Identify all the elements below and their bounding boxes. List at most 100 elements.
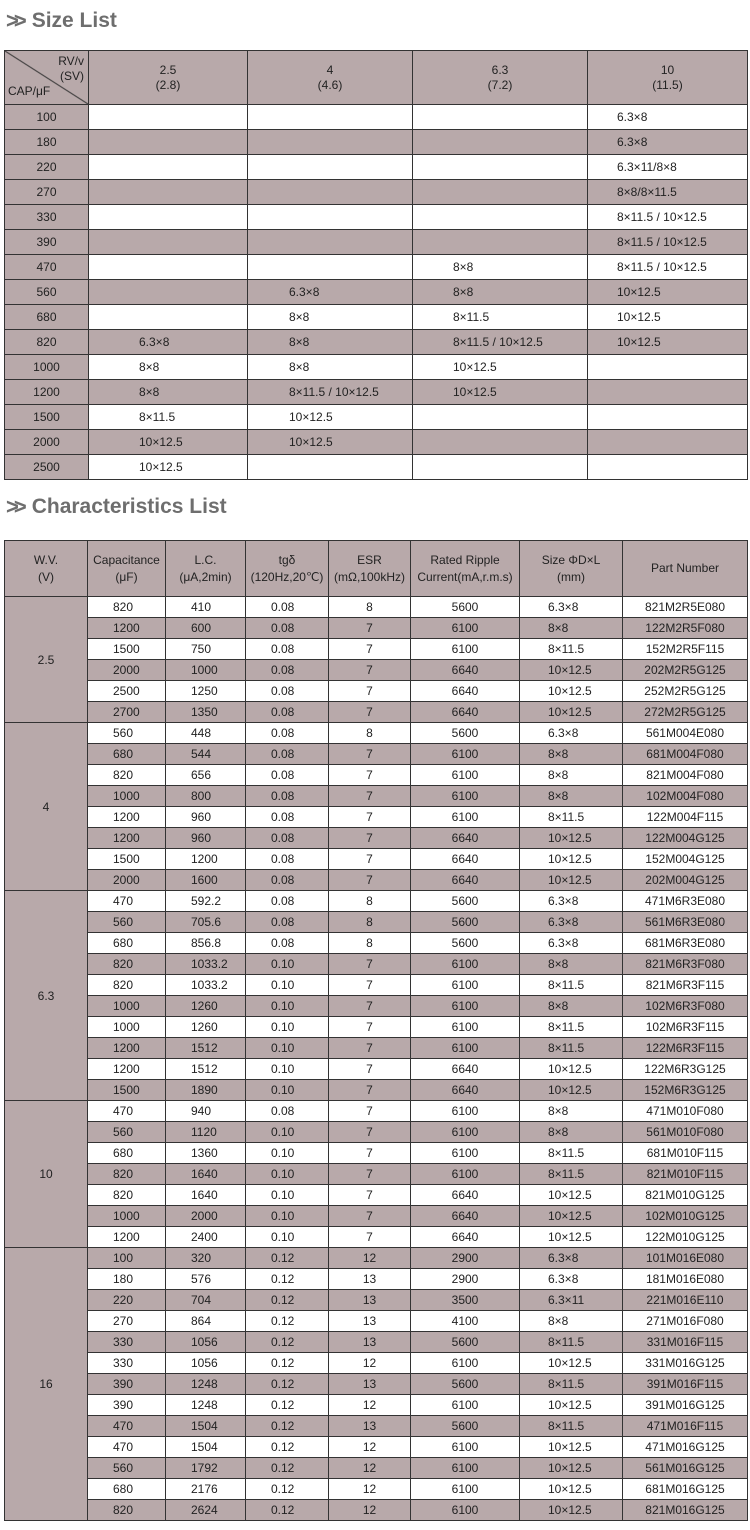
size-cell bbox=[247, 204, 413, 230]
header-line-2: (mΩ,100kHz) bbox=[334, 569, 405, 584]
size-cell bbox=[412, 454, 588, 480]
size-cell: 8×11.5 bbox=[88, 404, 248, 430]
value-cell: 5600 bbox=[410, 1415, 520, 1437]
value-cell: 7 bbox=[328, 617, 411, 639]
characteristics-row: 2500 1250 0.08 7 6640 10×12.5 252M2R5G125 bbox=[5, 680, 748, 702]
value-cell: 820 bbox=[87, 1163, 166, 1185]
header-line-1: Capacitance bbox=[93, 552, 160, 567]
value-cell: 0.08 bbox=[245, 596, 329, 618]
size-list-table: RV/v (SV) CAP/μF 2.5 (2.8) 4 (4.6) 6.3 (7.2) 10… bbox=[4, 50, 748, 480]
value-cell: 8×11.5 bbox=[519, 1331, 623, 1353]
value-cell: 0.08 bbox=[245, 638, 329, 660]
value-cell: 681M010F115 bbox=[622, 1142, 748, 1164]
value-cell: 6640 bbox=[410, 659, 520, 681]
value-cell: 6100 bbox=[410, 638, 520, 660]
value-cell: 7 bbox=[328, 680, 411, 702]
value-cell: 100 bbox=[87, 1247, 166, 1269]
value-cell: 6100 bbox=[410, 1100, 520, 1122]
characteristics-list-heading: >> Characteristics List bbox=[6, 494, 227, 520]
value-cell: 1890 bbox=[165, 1079, 246, 1101]
header-line-1: Size ΦD×L bbox=[541, 552, 601, 567]
size-cell: 8×11.5 / 10×12.5 bbox=[247, 379, 413, 405]
value-cell: 2900 bbox=[410, 1247, 520, 1269]
value-cell: 656 bbox=[165, 764, 246, 786]
value-cell: 0.08 bbox=[245, 617, 329, 639]
working-voltage-cell: 6.3 bbox=[4, 890, 88, 1101]
value-cell: 7 bbox=[328, 1205, 411, 1227]
column-header: Size ΦD×L (mm) bbox=[519, 540, 623, 597]
surge-voltage: (2.8) bbox=[155, 77, 181, 92]
value-cell: 0.10 bbox=[245, 1121, 329, 1143]
working-voltage-cell: 10 bbox=[4, 1100, 88, 1248]
characteristics-row: 820 1033.2 0.10 7 6100 8×11.5 821M6R3F115 bbox=[5, 974, 748, 996]
value-cell: 0.10 bbox=[245, 1142, 329, 1164]
value-cell: 8×11.5 bbox=[519, 638, 623, 660]
value-cell: 6100 bbox=[410, 785, 520, 807]
value-cell: 271M016F080 bbox=[622, 1310, 748, 1332]
value-cell: 13 bbox=[328, 1373, 411, 1395]
value-cell: 7 bbox=[328, 827, 411, 849]
value-cell: 7 bbox=[328, 764, 411, 786]
value-cell: 0.08 bbox=[245, 722, 329, 744]
characteristics-row: 560 1120 0.10 7 6100 8×8 561M010F080 bbox=[5, 1121, 748, 1143]
value-cell: 960 bbox=[165, 827, 246, 849]
characteristics-row: 220 704 0.12 13 3500 6.3×11 221M016E110 bbox=[5, 1289, 748, 1311]
value-cell: 6100 bbox=[410, 953, 520, 975]
size-cell bbox=[412, 154, 588, 180]
characteristics-row: 2700 1350 0.08 7 6640 10×12.5 272M2R5G125 bbox=[5, 701, 748, 723]
value-cell: 940 bbox=[165, 1100, 246, 1122]
characteristics-row: 1500 750 0.08 7 6100 8×11.5 152M2R5F115 bbox=[5, 638, 748, 660]
value-cell: 10×12.5 bbox=[519, 848, 623, 870]
size-cell bbox=[88, 304, 248, 330]
header-line-2: (μF) bbox=[115, 569, 138, 584]
size-cell: 6.3×8 bbox=[587, 129, 748, 155]
value-cell: 6640 bbox=[410, 1079, 520, 1101]
size-cell bbox=[88, 279, 248, 305]
value-cell: 8 bbox=[328, 890, 411, 912]
value-cell: 1056 bbox=[165, 1352, 246, 1374]
characteristics-row: 680 1360 0.10 7 6100 8×11.5 681M010F115 bbox=[5, 1142, 748, 1164]
rated-voltage: 4 bbox=[326, 62, 334, 77]
size-row: 330 8×11.5 / 10×12.5 bbox=[4, 204, 748, 230]
value-cell: 0.08 bbox=[245, 764, 329, 786]
value-cell: 6100 bbox=[410, 1121, 520, 1143]
value-cell: 864 bbox=[165, 1310, 246, 1332]
value-cell: 6100 bbox=[410, 1478, 520, 1500]
value-cell: 13 bbox=[328, 1268, 411, 1290]
characteristics-row: 680 544 0.08 7 6100 8×8 681M004F080 bbox=[5, 743, 748, 765]
value-cell: 856.8 bbox=[165, 932, 246, 954]
value-cell: 6100 bbox=[410, 1499, 520, 1521]
characteristics-row: 680 856.8 0.08 8 5600 6.3×8 681M6R3E080 bbox=[5, 932, 748, 954]
value-cell: 0.12 bbox=[245, 1352, 329, 1374]
characteristics-row: 390 1248 0.12 12 6100 10×12.5 391M016G125 bbox=[5, 1394, 748, 1416]
size-cell bbox=[247, 454, 413, 480]
value-cell: 0.12 bbox=[245, 1478, 329, 1500]
value-cell: 0.12 bbox=[245, 1247, 329, 1269]
capacitance-cell: 2000 bbox=[4, 429, 89, 455]
value-cell: 1250 bbox=[165, 680, 246, 702]
value-cell: 0.08 bbox=[245, 701, 329, 723]
value-cell: 470 bbox=[87, 1415, 166, 1437]
size-row: 680 8×8 8×11.5 10×12.5 bbox=[4, 304, 748, 330]
size-row: 1200 8×8 8×11.5 / 10×12.5 10×12.5 bbox=[4, 379, 748, 405]
value-cell: 6100 bbox=[410, 1352, 520, 1374]
characteristics-row: 330 1056 0.12 13 5600 8×11.5 331M016F115 bbox=[5, 1331, 748, 1353]
value-cell: 561M010F080 bbox=[622, 1121, 748, 1143]
size-cell: 8×8 bbox=[247, 329, 413, 355]
value-cell: 12 bbox=[328, 1478, 411, 1500]
column-header: ESR (mΩ,100kHz) bbox=[328, 540, 411, 597]
value-cell: 10×12.5 bbox=[519, 1058, 623, 1080]
value-cell: 8×8 bbox=[519, 995, 623, 1017]
value-cell: 202M004G125 bbox=[622, 869, 748, 891]
header-line-2: (V) bbox=[38, 569, 54, 584]
value-cell: 1200 bbox=[87, 1037, 166, 1059]
value-cell: 102M010G125 bbox=[622, 1205, 748, 1227]
size-cell bbox=[247, 104, 413, 130]
value-cell: 471M016F115 bbox=[622, 1415, 748, 1437]
column-header: L.C. (μA,2min) bbox=[165, 540, 246, 597]
size-row: 2000 10×12.5 10×12.5 bbox=[4, 429, 748, 455]
value-cell: 10×12.5 bbox=[519, 869, 623, 891]
value-cell: 7 bbox=[328, 1037, 411, 1059]
value-cell: 102M004F080 bbox=[622, 785, 748, 807]
header-line-1: W.V. bbox=[33, 552, 59, 567]
